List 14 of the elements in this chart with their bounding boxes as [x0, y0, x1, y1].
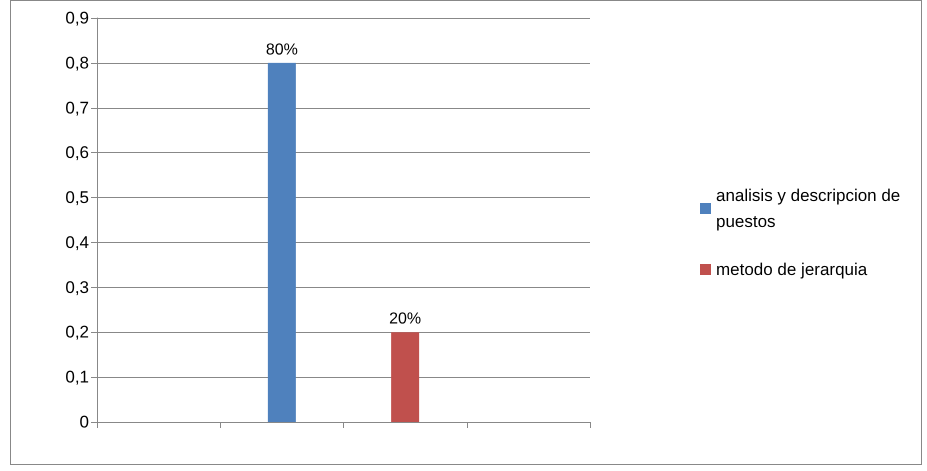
data-label: 80% — [266, 41, 298, 58]
y-tick-label: 0,3 — [65, 278, 89, 297]
y-tick-label: 0,7 — [65, 98, 89, 118]
data-label: 20% — [389, 310, 422, 328]
y-tick-label: 0,6 — [65, 143, 89, 162]
y-tick-label: 0,1 — [65, 368, 89, 387]
legend-label: metodo de jerarquia — [716, 260, 868, 279]
y-tick-label: 0 — [80, 412, 89, 432]
y-tick-label: 0,4 — [65, 232, 89, 252]
y-tick-label: 0,5 — [65, 188, 89, 208]
y-tick-label: 0,2 — [65, 322, 89, 342]
y-tick-label: 0,8 — [65, 53, 89, 72]
y-tick-label: 0,9 — [65, 8, 89, 28]
legend-label: analisis y descripcion de puestos — [716, 186, 905, 231]
